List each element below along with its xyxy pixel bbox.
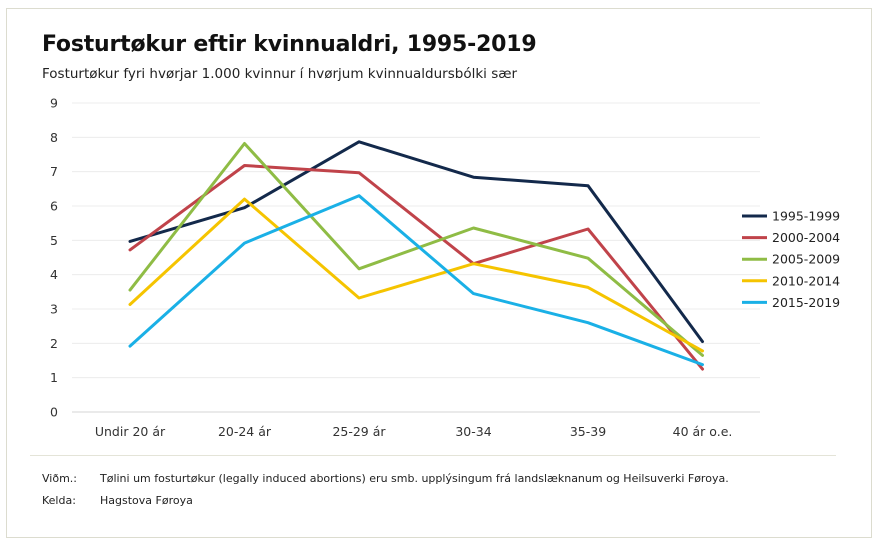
chart-subtitle: Fosturtøkur fyri hvørjar 1.000 kvinnur í…	[42, 66, 518, 82]
series-line	[128, 142, 704, 357]
x-axis-ticks: Undir 20 ár 20-24 ár 25-29 ár 30-34 35-39 40 …	[95, 424, 733, 439]
note-label: Viðm.:	[42, 472, 77, 485]
footer-divider	[30, 455, 836, 456]
series-line	[128, 194, 704, 367]
grid-lines	[72, 102, 760, 413]
legend-label: 2010-2014	[772, 273, 840, 288]
legend-label: 2015-2019	[772, 295, 840, 310]
note-text: Tølini um fosturtøkur (legally induced a…	[100, 472, 729, 485]
y-tick-label: 0	[50, 405, 58, 420]
y-axis-ticks: 0 1 2 3 4 5 6 7 8 9	[50, 96, 58, 420]
y-tick-label: 6	[50, 199, 58, 214]
y-tick-label: 8	[50, 130, 58, 145]
page-title: Fosturtøkur eftir kvinnualdri, 1995-2019	[42, 32, 537, 57]
y-tick-label: 1	[50, 370, 58, 385]
x-tick-label: 20-24 ár	[218, 424, 272, 439]
y-tick-label: 5	[50, 233, 58, 248]
source-label: Kelda:	[42, 494, 76, 507]
y-tick-label: 9	[50, 96, 58, 111]
series-line	[128, 164, 704, 371]
x-tick-label: 40 ár o.e.	[673, 424, 733, 439]
source-text: Hagstova Føroya	[100, 494, 193, 507]
legend-label: 1995-1999	[772, 209, 840, 224]
legend: 1995-1999 2000-2004 2005-2009 2010-2014 2015…	[742, 209, 840, 310]
series-line	[128, 197, 704, 353]
y-tick-label: 7	[50, 164, 58, 179]
series-lines	[128, 140, 704, 371]
x-tick-label: 35-39	[570, 424, 606, 439]
y-tick-label: 3	[50, 302, 58, 317]
series-line	[128, 140, 704, 344]
x-tick-label: 25-29 ár	[332, 424, 386, 439]
y-tick-label: 2	[50, 336, 58, 351]
source-row: Kelda: Hagstova Føroya	[42, 494, 193, 507]
legend-label: 2005-2009	[772, 252, 840, 267]
note-row: Viðm.: Tølini um fosturtøkur (legally ind…	[42, 472, 729, 485]
legend-label: 2000-2004	[772, 230, 840, 245]
x-tick-label: 30-34	[455, 424, 491, 439]
y-tick-label: 4	[50, 267, 58, 282]
x-tick-label: Undir 20 ár	[95, 424, 166, 439]
